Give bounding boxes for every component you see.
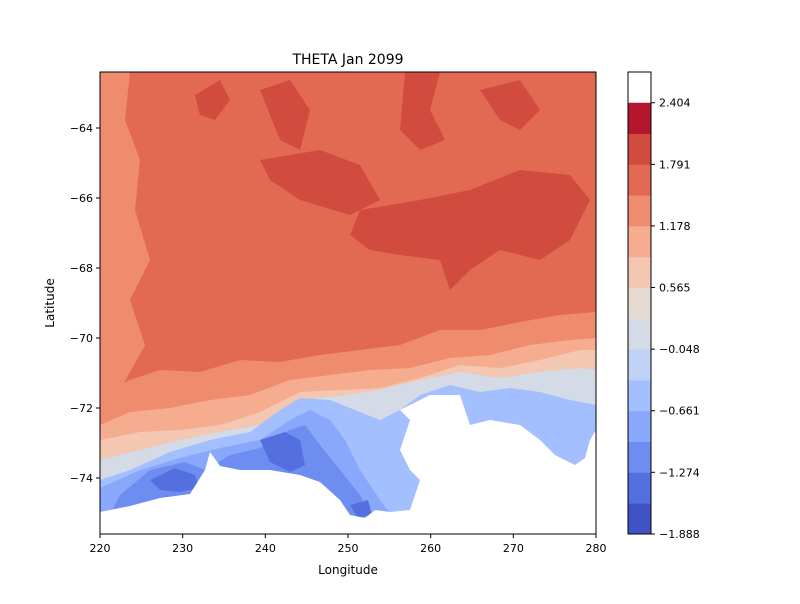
- land-mask: [100, 395, 596, 534]
- colorbar-segment: [628, 195, 651, 227]
- colorbar-tick-label: −1.274: [659, 466, 700, 479]
- contour-band-warm-1: [195, 80, 230, 120]
- colorbar-segment: [628, 441, 651, 473]
- y-axis: −64 −66 −68 −70 −72 −74: [70, 122, 100, 485]
- contour-band-warm-6: [350, 170, 590, 290]
- y-tick-label: −66: [70, 192, 93, 205]
- colorbar-segment: [628, 102, 651, 134]
- colorbar-tick-label: 1.178: [659, 220, 691, 233]
- colorbar: [627, 71, 652, 535]
- x-tick-label: 240: [255, 542, 276, 555]
- colorbar-tick-label: 0.565: [659, 282, 691, 295]
- x-tick-label: 260: [420, 542, 441, 555]
- colorbar-tick-label: −0.048: [659, 343, 700, 356]
- y-tick-label: −70: [70, 332, 93, 345]
- colorbar-segment: [628, 164, 651, 196]
- colorbar-segment: [628, 318, 651, 350]
- y-tick-label: −64: [70, 122, 93, 135]
- y-tick-label: −74: [70, 472, 93, 485]
- colorbar-ticks: −1.888 −1.274 −0.661 −0.048 0.565 1.178 1.791 2…: [651, 97, 700, 541]
- colorbar-segment: [628, 133, 651, 165]
- colorbar-segment: [628, 256, 651, 289]
- x-axis-label: Longitude: [318, 563, 378, 577]
- colorbar-segment: [628, 503, 651, 535]
- x-tick-label: 270: [503, 542, 524, 555]
- y-tick-label: −72: [70, 402, 93, 415]
- chart-title: THETA Jan 2099: [291, 52, 403, 68]
- contour-band-warm-5: [260, 150, 380, 215]
- contour-band-salmon-west: [100, 72, 150, 400]
- colorbar-segment: [628, 410, 651, 443]
- colorbar-tick-label: 2.404: [659, 97, 691, 110]
- colorbar-segment: [628, 287, 651, 319]
- contour-band-warm-4: [480, 80, 540, 130]
- colorbar-segment: [628, 349, 651, 381]
- x-tick-label: 220: [90, 542, 111, 555]
- colorbar-tick-label: −1.888: [659, 528, 700, 541]
- contour-band-warm-2: [260, 80, 310, 150]
- colorbar-segment: [628, 379, 651, 412]
- colorbar-segment: [628, 225, 651, 258]
- contour-band-blue-4: [150, 432, 372, 518]
- x-tick-label: 230: [172, 542, 193, 555]
- x-tick-label: 280: [586, 542, 607, 555]
- colorbar-tick-label: −0.661: [659, 405, 700, 418]
- plot-area: [100, 72, 596, 534]
- colorbar-frame: [627, 71, 652, 535]
- x-tick-label: 250: [338, 542, 359, 555]
- contour-band-warm-3: [400, 72, 445, 150]
- colorbar-segment: [628, 472, 651, 504]
- colorbar-tick-label: 1.791: [659, 158, 691, 171]
- x-axis: 220 230 240 250 260 270 280: [90, 534, 607, 555]
- y-axis-label: Latitude: [43, 278, 57, 327]
- y-tick-label: −68: [70, 262, 93, 275]
